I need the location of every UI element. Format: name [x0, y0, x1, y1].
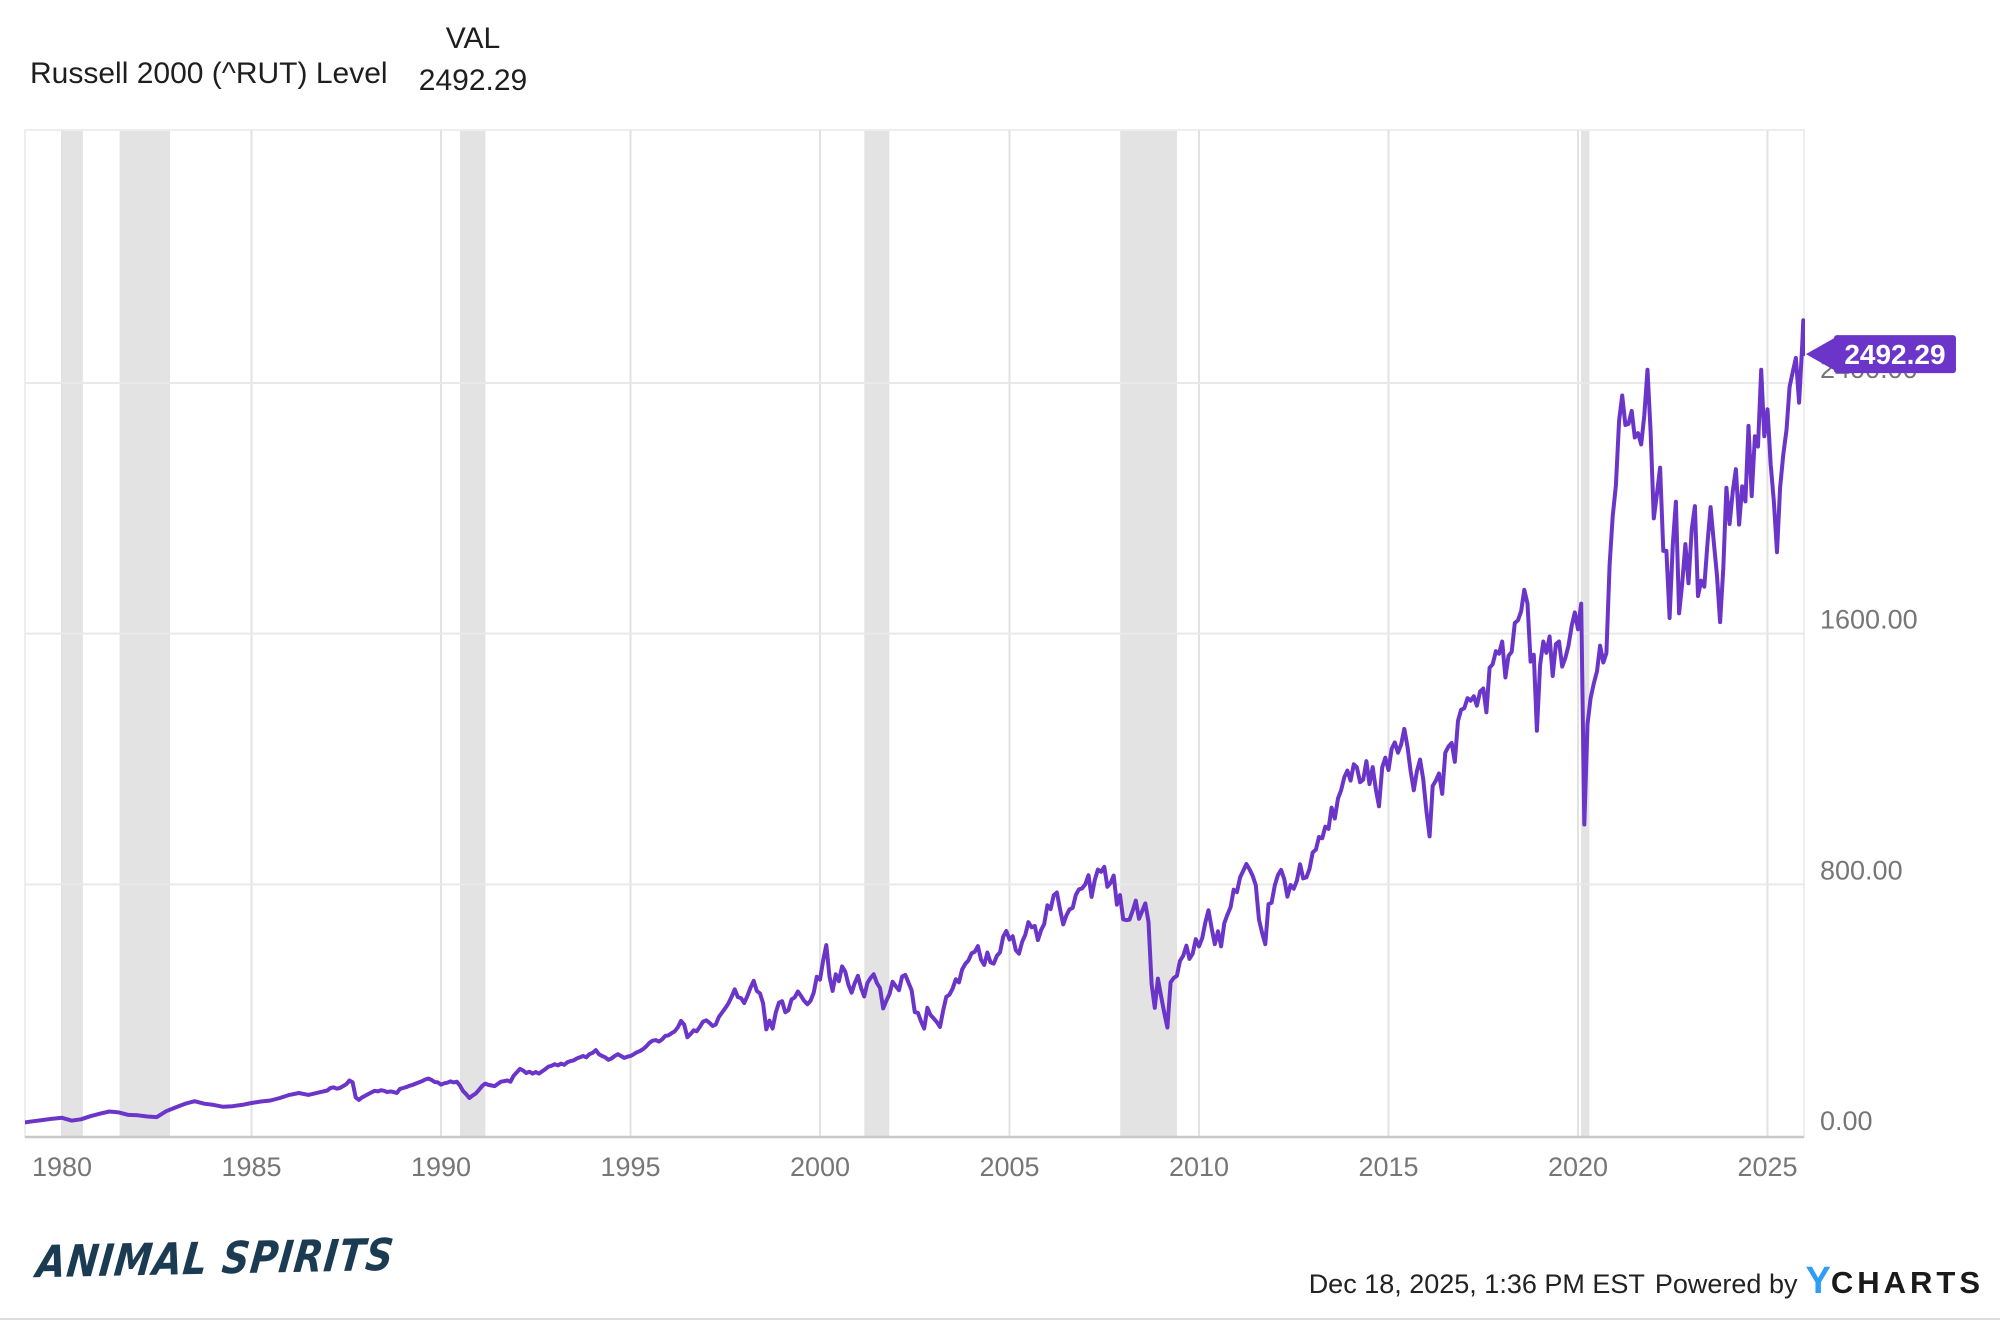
y-axis-label: 1600.00	[1820, 605, 1918, 635]
series-label: Russell 2000 (^RUT) Level	[30, 57, 388, 90]
x-axis-label: 1985	[221, 1152, 281, 1182]
y-axis-label: 800.00	[1820, 855, 1903, 885]
x-axis-label: 1995	[600, 1152, 660, 1182]
x-axis-label: 2015	[1358, 1152, 1418, 1182]
timestamp: Dec 18, 2025, 1:36 PM EST	[1308, 1269, 1645, 1299]
badge-body	[1833, 335, 1956, 374]
x-axis-label: 2010	[1169, 1152, 1229, 1182]
last-value-badge: 2492.29	[1805, 335, 1956, 374]
x-axis-label: 2000	[790, 1152, 850, 1182]
animal-spirits-logo: ANIMAL SPIRITS	[34, 1228, 397, 1288]
current-value: 2492.29	[418, 64, 528, 97]
badge-arrow	[1805, 337, 1836, 372]
footer-attribution: Dec 18, 2025, 1:36 PM EST Powered by Y C…	[1309, 1260, 1984, 1303]
plot-border	[24, 129, 1805, 1139]
bottom-divider	[0, 1318, 2000, 1320]
powered-by-label: Powered by	[1654, 1269, 1798, 1299]
series-line-group	[25, 318, 1805, 1125]
series-line	[25, 318, 1805, 1125]
x-axis-label: 1980	[32, 1152, 92, 1182]
x-axis-label: 2025	[1737, 1152, 1797, 1182]
x-axis-label: 2020	[1548, 1152, 1608, 1182]
ycharts-logo-y: Y	[1805, 1260, 1831, 1302]
x-axis-label: 1990	[411, 1152, 471, 1182]
axis-labels: 1980 1985 1990 1995 2000 2005 2010 2015 2020 2025…	[32, 354, 1918, 1182]
badge-value: 2492.29	[1844, 339, 1945, 370]
value-column-header: VAL	[445, 22, 501, 55]
value-column: VAL 2492.29	[408, 22, 538, 98]
ycharts-logo-charts: CHARTS	[1830, 1265, 1984, 1300]
y-axis-label: 0.00	[1820, 1106, 1873, 1136]
x-axis-label: 2005	[979, 1152, 1039, 1182]
gridlines	[25, 130, 1804, 1137]
ycharts-logo: Y CHARTS	[1805, 1260, 1984, 1303]
